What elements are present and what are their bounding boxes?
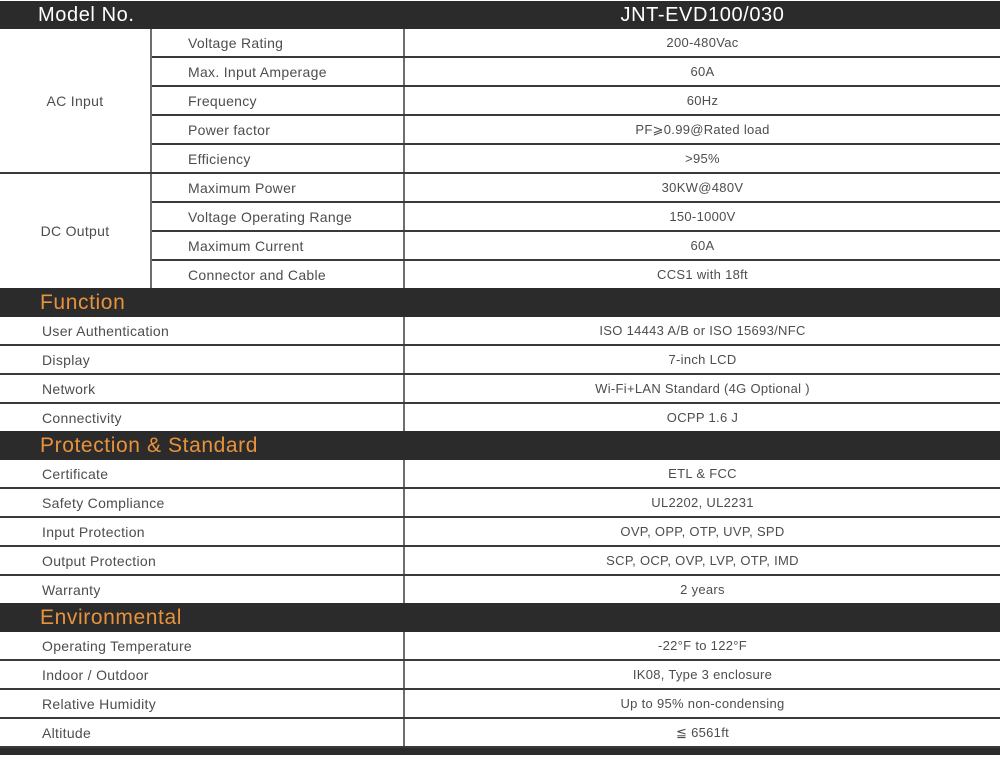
section-header-function: Function [0, 288, 1000, 317]
spec-value: PF⩾0.99@Rated load [635, 121, 770, 137]
spec-label: Input Protection [0, 518, 405, 545]
spec-label: Output Protection [0, 547, 405, 574]
table-row: Display 7-inch LCD [0, 346, 1000, 375]
spec-value: 7-inch LCD [668, 352, 737, 367]
table-row: Safety Compliance UL2202, UL2231 [0, 489, 1000, 518]
spec-label: Connectivity [0, 404, 405, 431]
section-header-protection-standard: Protection & Standard [0, 431, 1000, 460]
spec-value: 60Hz [686, 93, 719, 108]
table-row: Operating Temperature -22°F to 122°F [0, 632, 1000, 661]
spec-label: Safety Compliance [0, 489, 405, 516]
section-title: Environmental [40, 605, 183, 629]
table-row: User Authentication ISO 14443 A/B or ISO… [0, 317, 1000, 346]
spec-sheet: Model No. JNT-EVD100/030 AC Input Voltag… [0, 1, 1000, 755]
spec-value: UL2202, UL2231 [651, 495, 754, 510]
spec-label: Display [0, 346, 405, 373]
table-row: Input Protection OVP, OPP, OTP, UVP, SPD [0, 518, 1000, 547]
spec-value: OVP, OPP, OTP, UVP, SPD [620, 524, 785, 539]
spec-value: >95% [685, 151, 720, 166]
table-row: Certificate ETL & FCC [0, 460, 1000, 489]
table-row: Warranty 2 years [0, 576, 1000, 603]
spec-label: Certificate [0, 460, 405, 487]
table-row: Efficiency >95% [152, 145, 1000, 172]
bottom-divider-bar [0, 748, 1000, 755]
spec-label: Efficiency [152, 145, 405, 172]
spec-label: Maximum Current [152, 232, 405, 259]
table-row: Network Wi-Fi+LAN Standard (4G Optional … [0, 375, 1000, 404]
spec-label: Power factor [152, 116, 405, 143]
table-row: Max. Input Amperage 60A [152, 58, 1000, 87]
spec-value: ETL & FCC [668, 466, 737, 481]
model-value: JNT-EVD100/030 [620, 3, 785, 26]
spec-label: Voltage Operating Range [152, 203, 405, 230]
section-header-environmental: Environmental [0, 603, 1000, 632]
table-row: Indoor / Outdoor IK08, Type 3 enclosure [0, 661, 1000, 690]
group-cell-dc-output: DC Output [0, 174, 152, 288]
section-title: Protection & Standard [40, 433, 259, 457]
spec-value: Wi-Fi+LAN Standard (4G Optional ) [595, 381, 810, 396]
spec-value: 60A [690, 64, 715, 79]
spec-value: SCP, OCP, OVP, LVP, OTP, IMD [606, 553, 799, 568]
spec-label: Maximum Power [152, 174, 405, 201]
spec-label: Indoor / Outdoor [0, 661, 405, 688]
spec-value: CCS1 with 18ft [657, 267, 748, 282]
spec-value: Up to 95% non-condensing [620, 696, 785, 711]
table-row: Maximum Current 60A [152, 232, 1000, 261]
spec-value: 150-1000V [669, 209, 736, 224]
spec-label: Warranty [0, 576, 405, 603]
spec-label: Connector and Cable [152, 261, 405, 288]
spec-label: Altitude [0, 719, 405, 746]
spec-value: ISO 14443 A/B or ISO 15693/NFC [599, 323, 806, 338]
table-row: Voltage Rating 200-480Vac [152, 29, 1000, 58]
table-row: Maximum Power 30KW@480V [152, 174, 1000, 203]
spec-value: 2 years [680, 582, 725, 597]
table-row: Connector and Cable CCS1 with 18ft [152, 261, 1000, 288]
table-row: Frequency 60Hz [152, 87, 1000, 116]
spec-value: 30KW@480V [661, 180, 744, 195]
group-cell-ac-input: AC Input [0, 29, 152, 172]
table-row: Power factor PF⩾0.99@Rated load [152, 116, 1000, 145]
spec-value: 200-480Vac [666, 35, 739, 50]
spec-label: User Authentication [0, 317, 405, 344]
spec-value: IK08, Type 3 enclosure [632, 667, 773, 682]
group-ac-input: AC Input Voltage Rating 200-480Vac Max. … [0, 29, 1000, 174]
spec-label: Voltage Rating [152, 29, 405, 56]
spec-label: Network [0, 375, 405, 402]
spec-value: -22°F to 122°F [657, 638, 748, 653]
spec-value: 60A [690, 238, 715, 253]
table-row: Relative Humidity Up to 95% non-condensi… [0, 690, 1000, 719]
spec-label: Relative Humidity [0, 690, 405, 717]
spec-label: Operating Temperature [0, 632, 405, 659]
table-row: Connectivity OCPP 1.6 J [0, 404, 1000, 431]
model-label: Model No. [38, 3, 135, 26]
table-row: Altitude ≦ 6561ft [0, 719, 1000, 748]
model-header-bar: Model No. JNT-EVD100/030 [0, 1, 1000, 29]
group-dc-output: DC Output Maximum Power 30KW@480V Voltag… [0, 174, 1000, 288]
section-title: Function [40, 290, 126, 314]
spec-value: ≦ 6561ft [675, 724, 730, 740]
spec-label: Max. Input Amperage [152, 58, 405, 85]
spec-label: Frequency [152, 87, 405, 114]
spec-value: OCPP 1.6 J [666, 410, 739, 425]
table-row: Output Protection SCP, OCP, OVP, LVP, OT… [0, 547, 1000, 576]
table-row: Voltage Operating Range 150-1000V [152, 203, 1000, 232]
